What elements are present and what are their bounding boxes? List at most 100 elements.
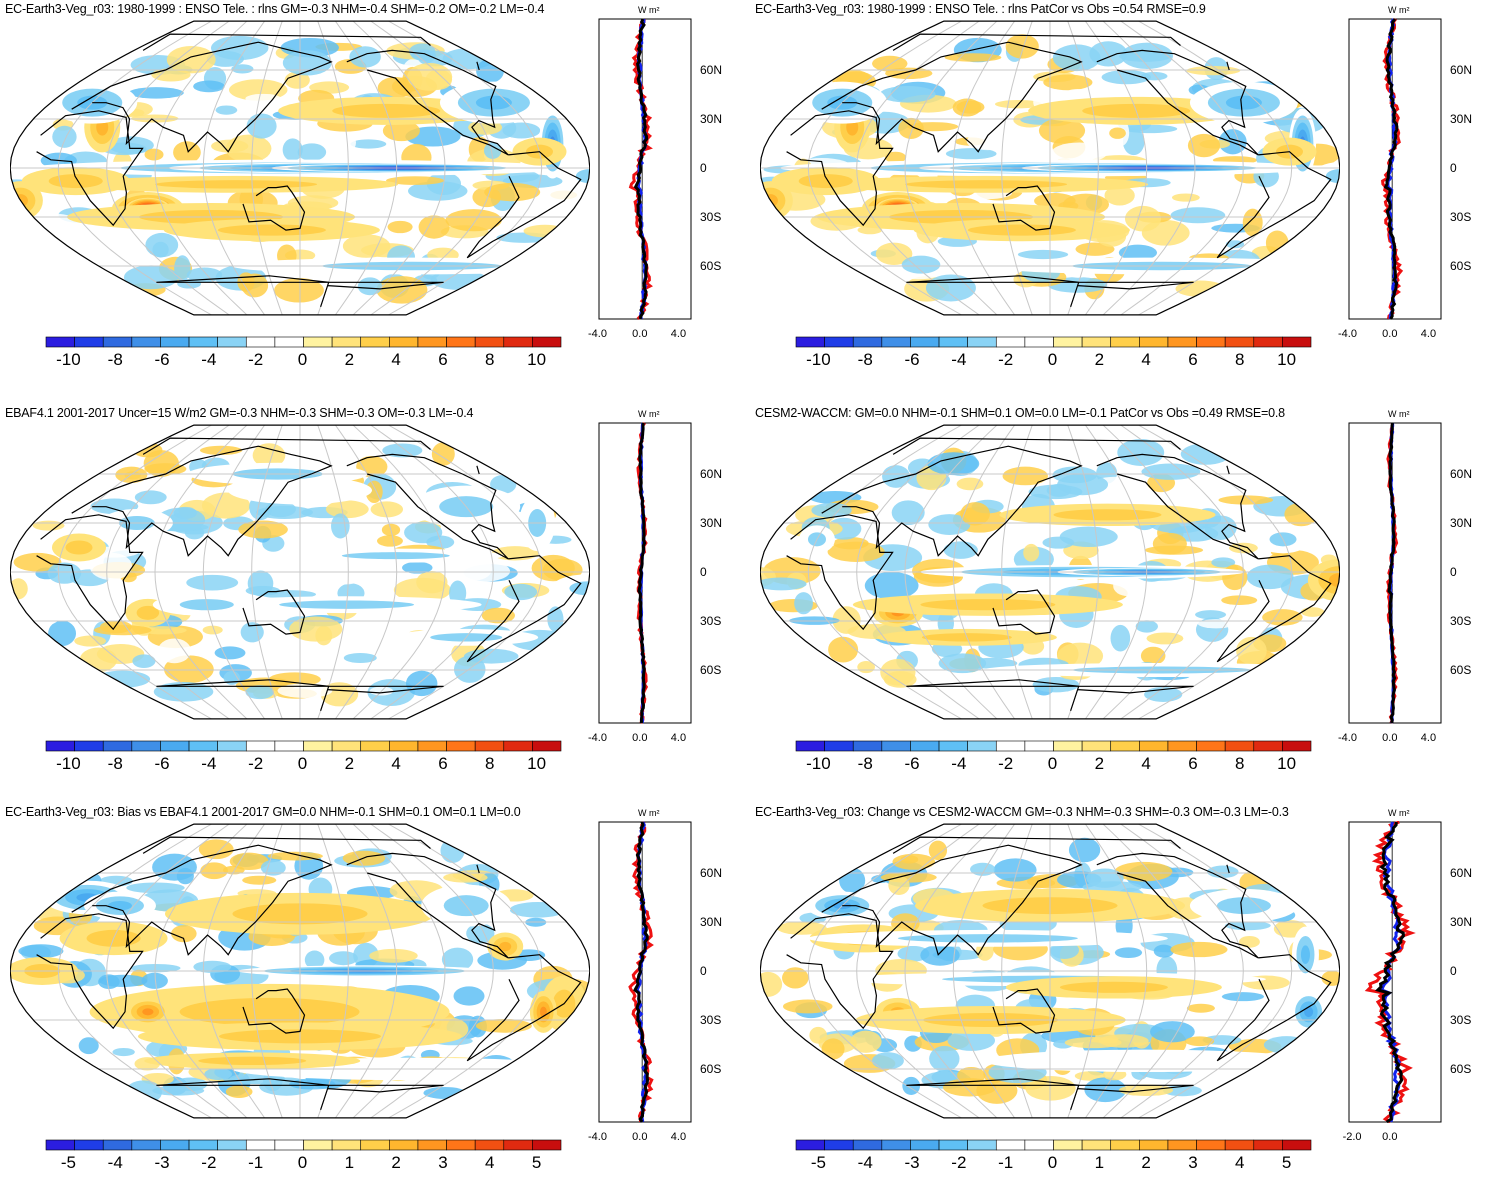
anomaly-patch [89,552,133,581]
anomaly-patch [483,142,502,159]
colorbar-swatch [1139,740,1169,752]
coastline [71,445,333,557]
coastline [142,33,480,71]
colorbar-tick-label: 4 [1141,754,1151,773]
zonal-tick-label: -2.0 [1342,1131,1362,1143]
map-border [760,823,1340,1119]
colorbar-labels: -10 -8 -6 -4 -2 0 2 4 6 8 10 [45,350,560,372]
anomaly-patch [171,925,197,943]
colorbar-tick-label: 0 [1047,1153,1058,1172]
anomaly-patch [242,875,277,885]
colorbar-swatch [102,740,133,752]
anomaly-blob [1225,95,1262,110]
latitude-label: 60N [700,866,723,880]
anomaly-patch [809,234,855,244]
colorbar-swatch [1196,336,1226,348]
zonal-line [1374,821,1405,1123]
anomaly-patch [1211,557,1236,568]
colorbar-tick-label: 3 [438,1153,448,1172]
panel-title: CESM2-WACCM: GM=0.0 NHM=-0.1 SHM=0.1 OM=… [755,406,1285,420]
colorbar-tick-label: 8 [485,350,495,369]
zonal-unit: W m² [638,409,660,419]
anomaly-blob [142,1008,154,1016]
coastline [786,514,894,631]
panel-p1: EC-Earth3-Veg_r03: 1980-1999 : ENSO Tele… [0,0,740,380]
anomaly-patch [884,151,907,163]
colorbar-tick-label: -6 [904,350,920,369]
colorbar-swatch [1253,1139,1283,1151]
anomaly-patch [1265,230,1289,256]
coastline [821,445,1083,557]
anomaly-patch [891,500,925,526]
colorbar-swatch [245,1139,276,1151]
anomaly-patch [1185,1036,1215,1047]
colorbar-swatch [852,336,883,348]
latitude-label: 60N [1450,467,1473,481]
zonal-tick-label: 4.0 [670,328,687,340]
coastline [892,836,1230,874]
colorbar-swatch [824,740,854,752]
anomaly-patch [993,858,1037,882]
coastline [346,49,509,156]
anomaly-patch [809,1026,827,1044]
colorbar-swatch [331,336,362,348]
colorbar-swatch [1081,1139,1112,1151]
latitude-label: 30N [700,112,723,126]
zonal-unit: W m² [1388,808,1410,818]
colorbar-tick-label: 0 [297,754,308,773]
anomaly-patch [200,862,228,880]
colorbar-labels: -5 -4 -3 -2 -1 0 1 2 3 4 5 [45,1153,560,1175]
anomaly-patch [900,855,919,864]
zonal-unit: W m² [1388,5,1410,15]
colorbar-tick-label: -4 [951,754,967,773]
colorbar-swatch [45,1139,75,1151]
colorbar-swatch [389,336,419,348]
latitude-label: 60N [700,467,723,481]
colorbar-swatch [967,336,997,348]
anomaly-patch [267,851,323,861]
colorbar-swatch [245,740,276,752]
anomaly-patch [1046,483,1072,497]
map-border [760,20,1340,316]
anomaly-patch [297,143,327,161]
colorbar-swatch [474,336,505,348]
anomaly-patch [1002,466,1048,486]
colorbar-tick-label: 0 [1047,754,1058,773]
anomaly-patch [152,853,197,881]
colorbar-tick-label: -6 [904,754,920,773]
map-border [10,20,590,316]
colorbar-swatch [274,1139,304,1151]
map [760,20,1340,316]
coastline [156,1078,444,1110]
latitude-label: 30S [700,614,722,628]
anomaly-patch [291,555,318,584]
colorbar-swatch [160,740,190,752]
zonal-line [1364,821,1416,1123]
anomaly-blob [179,997,360,1026]
colorbar-swatch [1081,336,1112,348]
anomaly-blob [1300,945,1310,964]
anomaly-patch [229,852,269,871]
anomaly-patch [349,46,381,68]
colorbar-tick-label: 5 [531,1153,542,1172]
zonal-tick-label: -4.0 [588,732,607,744]
anomaly-patch [947,1030,996,1051]
colorbar-swatch [331,1139,362,1151]
colorbar-tick-label: 6 [438,754,448,773]
anomaly-patch [1228,542,1258,554]
zonal-unit: W m² [638,5,660,15]
colorbar-swatch [532,336,562,348]
zonal-mean-plot [598,18,692,320]
latitude-label: 30N [1450,112,1473,126]
colorbar-swatch [131,740,161,752]
colorbar-swatch [1053,1139,1083,1151]
anomaly-patch [382,120,420,142]
anomaly-patch [1246,564,1294,590]
colorbar-tick-label: -4 [201,350,217,369]
anomaly-patch [12,538,47,553]
colorbar-swatch [1224,336,1255,348]
anomaly-patch [174,255,191,282]
panel-p6: EC-Earth3-Veg_r03: Change vs CESM2-WACCM… [750,803,1489,1183]
anomaly-patch [47,562,82,584]
colorbar-tick-label: 4 [485,1153,495,1172]
